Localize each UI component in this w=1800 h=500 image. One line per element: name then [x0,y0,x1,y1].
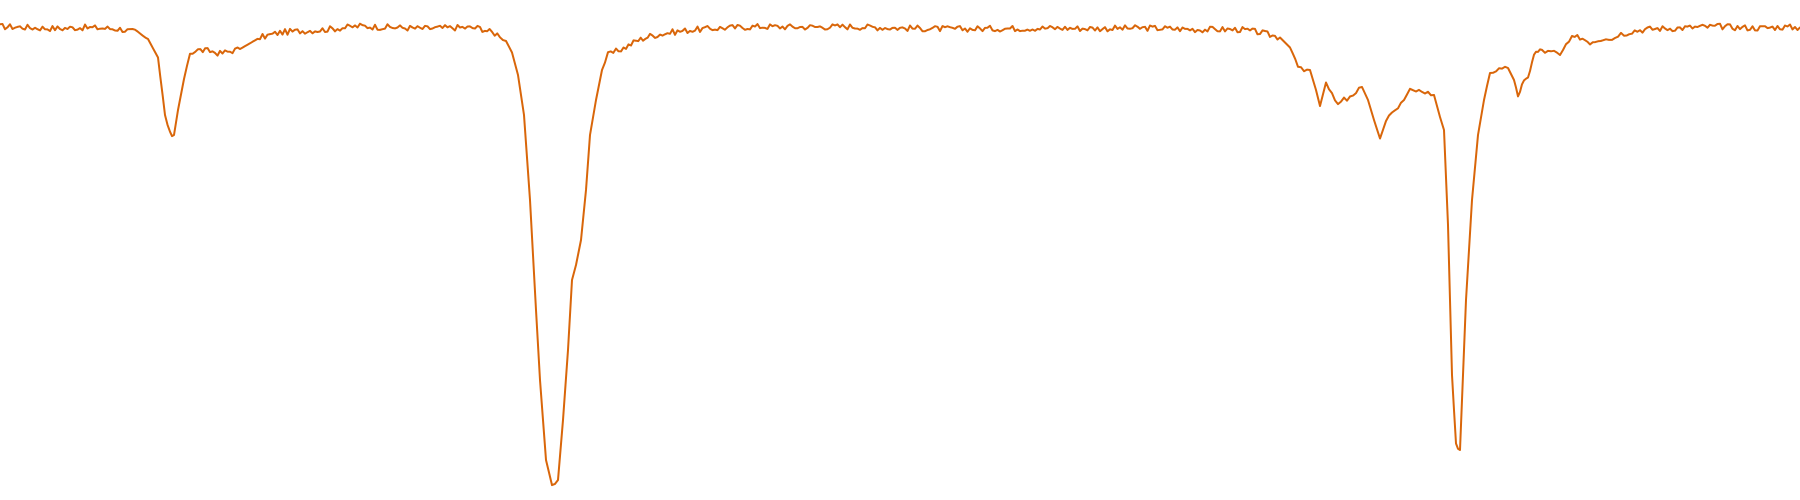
series-line-1 [0,22,1800,487]
